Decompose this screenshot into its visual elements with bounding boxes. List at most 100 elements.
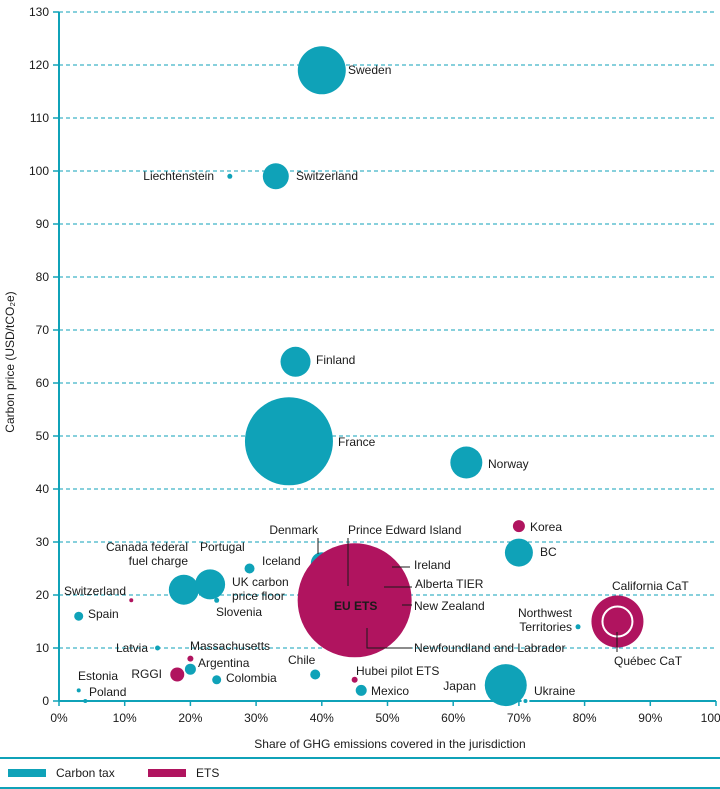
bubble-ets-korea <box>512 520 525 533</box>
y-tick-label: 30 <box>36 535 50 549</box>
bubble-tax-ukraine <box>521 697 530 705</box>
y-axis-title: Carbon price (USD/tCO₂e) <box>3 291 17 432</box>
label-tax-estonia: Estonia <box>78 669 118 683</box>
label-tax-ireland: Ireland <box>414 558 451 572</box>
label-ets-hubei-pilot-ets: Hubei pilot ETS <box>356 664 439 678</box>
bubble-tax-france <box>244 397 333 486</box>
x-tick-label: 100% <box>701 711 720 725</box>
label-tax-prince-edward-island: Prince Edward Island <box>348 523 461 537</box>
legend-item-ets: ETS <box>148 766 219 780</box>
bubble-tax-liechtenstein <box>227 173 233 179</box>
label-tax-norway: Norway <box>488 457 529 471</box>
label-ets-eu-ets: EU ETS <box>334 599 377 613</box>
bubble-ets-rggi <box>170 667 185 682</box>
label-tax-switzerland: Switzerland <box>296 169 358 183</box>
x-tick-label: 10% <box>113 711 137 725</box>
y-tick-label: 50 <box>36 429 50 443</box>
label-tax-canada-federal-fuel-charge: Canada federal <box>106 540 188 554</box>
bubble-tax-chile <box>310 669 321 680</box>
label-tax-uk-carbon-price-floor: price floor <box>232 589 285 603</box>
label-tax-alberta-tier: Alberta TIER <box>415 577 484 591</box>
label-ets-rggi: RGGI <box>131 667 162 681</box>
bubble-tax-argentina <box>184 663 196 675</box>
bubble-tax-japan <box>484 664 527 707</box>
bubble-tax-northwest-territories <box>575 624 581 630</box>
y-tick-label: 60 <box>36 376 50 390</box>
label-tax-mexico: Mexico <box>371 684 409 698</box>
label-ets-quebec-cat: Québec CaT <box>614 654 683 668</box>
bubble-tax-finland <box>280 346 311 377</box>
label-tax-denmark: Denmark <box>269 523 319 537</box>
label-tax-northwest-territories: Territories <box>519 620 572 634</box>
bubble-tax-spain <box>74 611 84 621</box>
y-tick-label: 90 <box>36 217 50 231</box>
bubble-tax-uk-carbon-price-floor <box>195 569 226 600</box>
x-tick-label: 70% <box>507 711 531 725</box>
legend-item-carbon-tax: Carbon tax <box>8 766 115 780</box>
y-tick-label: 20 <box>36 588 50 602</box>
x-tick-label: 60% <box>441 711 465 725</box>
label-tax-spain: Spain <box>88 607 119 621</box>
bubbles <box>74 46 644 707</box>
bubble-ets-massachusetts <box>187 655 194 662</box>
legend-swatch-carbon-tax <box>8 769 46 777</box>
label-tax-new-zealand: New Zealand <box>414 599 485 613</box>
y-tick-label: 70 <box>36 323 50 337</box>
label-tax-ukraine: Ukraine <box>534 684 576 698</box>
label-tax-france: France <box>338 435 376 449</box>
x-axis-title: Share of GHG emissions covered in the ju… <box>254 737 525 751</box>
x-tick-label: 20% <box>178 711 202 725</box>
bubble-ets-hubei-pilot-ets <box>351 676 358 683</box>
y-tick-label: 110 <box>30 111 49 125</box>
y-tick-label: 100 <box>29 164 49 178</box>
label-ets-massachusetts: Massachusetts <box>190 639 270 653</box>
label-tax-newfoundland-and-labrador: Newfoundland and Labrador <box>414 641 565 655</box>
y-tick-label: 120 <box>29 58 49 72</box>
label-tax-canada-federal-fuel-charge: fuel charge <box>129 554 189 568</box>
label-tax-sweden: Sweden <box>348 63 391 77</box>
label-tax-slovenia: Slovenia <box>216 605 262 619</box>
label-tax-argentina: Argentina <box>198 656 250 670</box>
x-tick-label: 80% <box>573 711 597 725</box>
y-tick-label: 40 <box>36 482 50 496</box>
leader-tax-newfoundland-and-labrador <box>366 628 412 649</box>
y-tick-label: 80 <box>36 270 50 284</box>
label-tax-liechtenstein: Liechtenstein <box>143 169 214 183</box>
bubble-chart: 0 10 20 30 40 50 60 70 80 90 100 110 120 130 0% 10% 20% 3… <box>3 5 720 751</box>
legend: Carbon tax ETS <box>0 757 720 789</box>
y-tick-label: 10 <box>36 641 50 655</box>
label-tax-colombia: Colombia <box>226 671 277 685</box>
axes <box>53 11 717 706</box>
label-tax-northwest-territories: Northwest <box>518 606 573 620</box>
bubble-tax-sweden <box>297 46 346 95</box>
bubble-tax-estonia <box>76 688 81 693</box>
bubble-tax-slovenia <box>214 597 220 603</box>
bubble-tax-poland <box>83 699 88 703</box>
bubble-tax-latvia <box>155 645 161 651</box>
bubble-tax-bc <box>504 538 533 567</box>
bubble-ets-california-cat <box>591 595 644 648</box>
bubble-tax-iceland <box>244 563 255 574</box>
label-tax-bc: BC <box>540 545 557 559</box>
label-tax-chile: Chile <box>288 653 316 667</box>
x-tick-label: 0% <box>50 711 68 725</box>
bubble-ets-switzerland <box>129 598 134 603</box>
leader-lines <box>317 538 618 652</box>
data-labels: Sweden Liechtenstein Switzerland Finland Fra… <box>64 63 689 699</box>
gridlines <box>59 11 716 649</box>
bubble-tax-switzerland <box>262 163 289 190</box>
label-ets-california-cat: California CaT <box>612 579 689 593</box>
x-tick-label: 50% <box>375 711 399 725</box>
bubble-tax-mexico <box>355 684 367 696</box>
label-tax-iceland: Iceland <box>262 554 301 568</box>
y-tick-label: 0 <box>42 694 49 708</box>
tick-labels: 0 10 20 30 40 50 60 70 80 90 100 110 120 130 0% 10% 20% 3… <box>29 5 720 725</box>
legend-label-ets: ETS <box>196 766 220 780</box>
label-tax-poland: Poland <box>89 685 126 699</box>
label-tax-japan: Japan <box>443 679 476 693</box>
x-tick-label: 40% <box>310 711 334 725</box>
label-ets-korea: Korea <box>530 520 562 534</box>
legend-label-carbon-tax: Carbon tax <box>56 766 115 780</box>
x-tick-label: 30% <box>244 711 268 725</box>
label-ets-switzerland: Switzerland <box>64 584 126 598</box>
